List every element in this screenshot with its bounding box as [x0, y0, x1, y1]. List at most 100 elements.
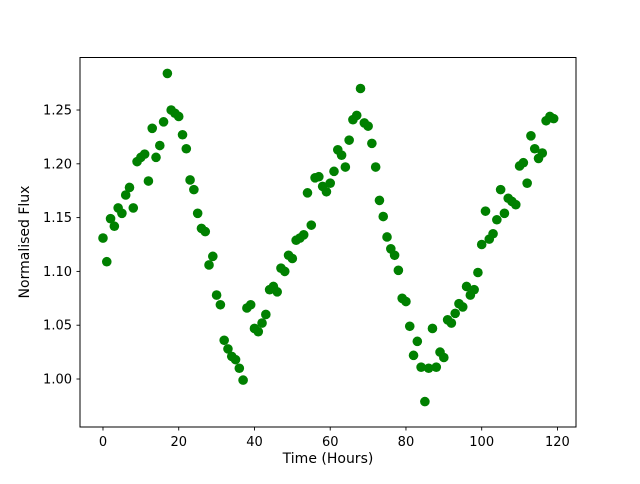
- data-point: [401, 296, 411, 307]
- data-point: [287, 253, 298, 264]
- data-point: [499, 208, 510, 219]
- y-tick-label: 1.05: [43, 319, 72, 334]
- plot-area-border: [79, 57, 577, 428]
- data-point: [370, 162, 381, 172]
- y-tick-label: 1.00: [43, 373, 72, 388]
- data-point: [420, 396, 430, 407]
- data-point: [522, 178, 532, 188]
- data-point: [298, 230, 309, 240]
- data-point: [393, 265, 404, 276]
- data-point: [325, 178, 336, 188]
- data-point: [177, 129, 188, 140]
- x-axis: 0 20 40 60 80 100 120: [99, 427, 570, 450]
- data-point: [340, 162, 351, 172]
- data-point: [234, 363, 245, 374]
- data-point: [416, 362, 426, 372]
- y-axis-label: Normalised Flux: [17, 186, 33, 299]
- data-point: [109, 221, 120, 232]
- data-point: [529, 143, 540, 154]
- data-point: [431, 362, 442, 372]
- data-point: [185, 175, 195, 185]
- data-point: [336, 150, 347, 160]
- data-point: [302, 188, 313, 198]
- data-point: [128, 203, 139, 213]
- data-point: [279, 266, 290, 277]
- data-point: [245, 299, 256, 310]
- data-point: [257, 318, 267, 328]
- data-point: [223, 344, 233, 354]
- data-point: [548, 113, 559, 124]
- data-point: [238, 375, 248, 385]
- data-point: [439, 352, 449, 363]
- data-point: [314, 171, 324, 182]
- x-axis-label: Time (Hours): [282, 451, 374, 467]
- data-point: [495, 184, 506, 195]
- data-point: [208, 251, 218, 262]
- data-point: [469, 284, 479, 295]
- data-point: [344, 135, 354, 145]
- data-point: [450, 308, 460, 319]
- y-tick-label: 1.15: [43, 211, 72, 226]
- data-point: [105, 213, 116, 224]
- data-point: [378, 211, 389, 222]
- data-point: [461, 281, 472, 292]
- data-point: [272, 287, 283, 297]
- data-point: [408, 350, 419, 361]
- data-point: [321, 186, 332, 197]
- y-tick-label: 1.10: [43, 265, 72, 280]
- data-point: [151, 152, 161, 163]
- data-point: [389, 250, 400, 261]
- x-tick-label: 100: [469, 435, 494, 450]
- data-point: [480, 206, 491, 216]
- data-point: [492, 214, 502, 225]
- data-point: [404, 321, 415, 332]
- x-tick-label: 20: [170, 435, 187, 450]
- data-point: [181, 143, 192, 154]
- data-point: [367, 138, 377, 149]
- y-tick-label: 1.25: [43, 104, 72, 119]
- data-point: [230, 354, 241, 365]
- data-point: [423, 363, 434, 374]
- data-point: [139, 149, 150, 159]
- data-point: [355, 83, 366, 94]
- x-tick-label: 80: [398, 435, 415, 450]
- data-point: [427, 323, 438, 334]
- data-point: [117, 208, 127, 219]
- data-point: [124, 182, 135, 193]
- data-point: [200, 226, 211, 237]
- data-point: [306, 220, 317, 230]
- data-point: [382, 232, 392, 242]
- data-point: [374, 195, 385, 206]
- data-point: [120, 190, 131, 200]
- data-point: [446, 318, 457, 328]
- data-point: [518, 157, 529, 168]
- data-points-layer: [98, 68, 559, 407]
- data-point: [211, 290, 222, 300]
- data-point: [363, 121, 373, 131]
- y-axis: 1.00 1.05 1.10 1.15 1.20 1.25: [43, 104, 80, 388]
- data-point: [329, 166, 339, 177]
- data-point: [412, 336, 423, 347]
- x-tick-label: 120: [545, 435, 570, 450]
- data-point: [158, 117, 169, 127]
- data-point: [98, 233, 108, 243]
- data-point: [215, 299, 226, 310]
- data-point: [351, 110, 362, 121]
- data-point: [476, 239, 487, 250]
- data-point: [457, 302, 468, 312]
- data-point: [192, 208, 203, 219]
- data-point: [526, 131, 536, 141]
- data-point: [261, 309, 271, 320]
- data-point: [253, 326, 264, 337]
- x-tick-label: 60: [322, 435, 339, 450]
- data-point: [219, 335, 229, 346]
- data-point: [204, 260, 214, 270]
- data-point: [143, 176, 154, 186]
- data-point: [473, 267, 483, 278]
- x-tick-label: 40: [246, 435, 263, 450]
- data-point: [101, 256, 112, 267]
- data-point: [537, 148, 548, 158]
- data-point: [488, 228, 498, 239]
